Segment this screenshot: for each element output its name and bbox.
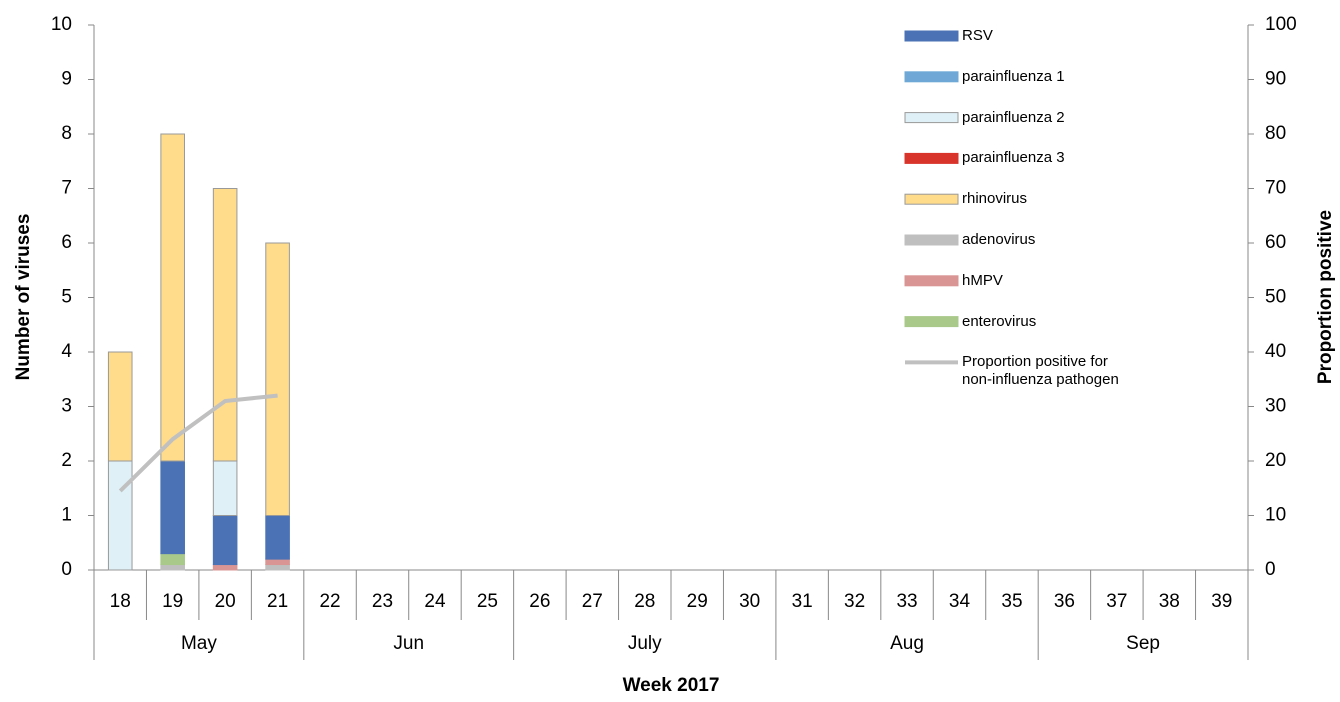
y2-tick-label: 90 [1265,69,1286,90]
y-tick-label: 3 [61,396,72,417]
y2-tick-label: 10 [1265,505,1286,526]
bar-segment [265,564,290,571]
bar-segment [212,460,238,516]
x-tick-label: 37 [1106,591,1127,612]
bar-segment [212,564,238,571]
legend-item: adenovirus [962,231,1036,248]
y-tick-label: 5 [61,287,72,308]
x-tick-label: 19 [162,591,183,612]
legend-item: parainfluenza 2 [962,108,1065,126]
bar-segment [160,460,185,555]
x-tick-label: 35 [1001,591,1022,612]
legend-swatch [904,30,959,42]
y-tick-label: 1 [61,505,72,526]
y-tick-label: 4 [61,341,72,362]
y-tick-label: 7 [61,178,72,199]
legend-swatch [904,275,959,287]
x-tick-label: 38 [1159,591,1180,612]
y-tick-label: 10 [51,14,72,35]
x-tick-label: 28 [634,591,655,612]
x-tick-label: 30 [739,591,760,612]
legend-label: parainfluenza 3 [962,149,1065,167]
legend-label: parainfluenza 1 [962,67,1065,85]
x-tick-label: 34 [949,591,971,612]
legend-swatch [904,193,959,205]
y-tick-label: 0 [61,559,72,580]
legend-item: Proportion positive for non-influenza pa… [962,353,1119,389]
legend-swatch [904,71,959,83]
month-label: Aug [890,633,924,654]
y-tick-label: 2 [61,450,72,471]
bar-segment [265,515,290,560]
x-tick-label: 39 [1211,591,1232,612]
x-tick-label: 33 [896,591,917,612]
y2-tick-label: 50 [1265,287,1286,308]
bar-segment [265,242,290,516]
legend-label: RSV [962,27,993,44]
y-tick-label: 6 [61,232,72,253]
legend-item: parainfluenza 3 [962,149,1065,167]
bar-segment [160,564,185,571]
legend-swatch [904,112,959,124]
x-tick-label: 23 [372,591,393,612]
x-tick-label: 27 [582,591,603,612]
bar-segment [107,460,133,571]
x-tick-label: 29 [687,591,708,612]
y2-tick-label: 40 [1265,341,1286,362]
bar-segment [107,351,133,462]
x-tick-label: 21 [267,591,288,612]
x-tick-label: 26 [529,591,550,612]
legend-label: adenovirus [962,231,1036,248]
y2-tick-label: 0 [1265,559,1276,580]
legend-label: Proportion positive for non-influenza pa… [962,353,1119,389]
y2-axis-title: Proportion positive [1315,210,1336,384]
y2-tick-label: 30 [1265,396,1286,417]
legend-swatch [904,316,959,328]
legend-label: hMPV [962,271,1003,289]
month-label: July [628,633,662,654]
x-tick-label: 24 [424,591,446,612]
y-tick-label: 8 [61,123,72,144]
x-tick-label: 22 [319,591,340,612]
month-label: May [181,633,217,654]
y2-tick-label: 70 [1265,178,1286,199]
legend-item: rhinovirus [962,190,1028,208]
x-axis-title: Week 2017 [623,675,720,696]
legend-item: parainfluenza 1 [962,67,1065,85]
x-tick-label: 25 [477,591,498,612]
legend-item: hMPV [962,271,1003,289]
y2-tick-label: 80 [1265,123,1286,144]
y-tick-label: 9 [61,69,72,90]
y2-tick-label: 100 [1265,14,1297,35]
bar-segment [212,188,238,462]
legend-swatch [904,152,959,164]
legend-item: enterovirus [962,312,1037,330]
y-axis-title: Number of viruses [13,214,34,381]
legend-label: enterovirus [962,312,1037,330]
legend-label: rhinovirus [962,190,1028,208]
x-tick-label: 20 [215,591,236,612]
y2-tick-label: 60 [1265,232,1286,253]
legend-label: parainfluenza 2 [962,108,1065,126]
bar-segment [160,553,185,566]
legend-swatch [904,234,959,246]
bar-segment [212,515,238,566]
bar-segment [265,558,290,566]
x-tick-label: 18 [110,591,131,612]
x-tick-label: 36 [1054,591,1075,612]
bar-segment [160,133,185,462]
y2-tick-label: 20 [1265,450,1286,471]
x-tick-label: 31 [792,591,813,612]
legend-item: RSV [962,27,993,44]
x-tick-label: 32 [844,591,865,612]
month-label: Jun [393,633,424,654]
line-series [118,393,278,493]
month-label: Sep [1126,633,1160,654]
